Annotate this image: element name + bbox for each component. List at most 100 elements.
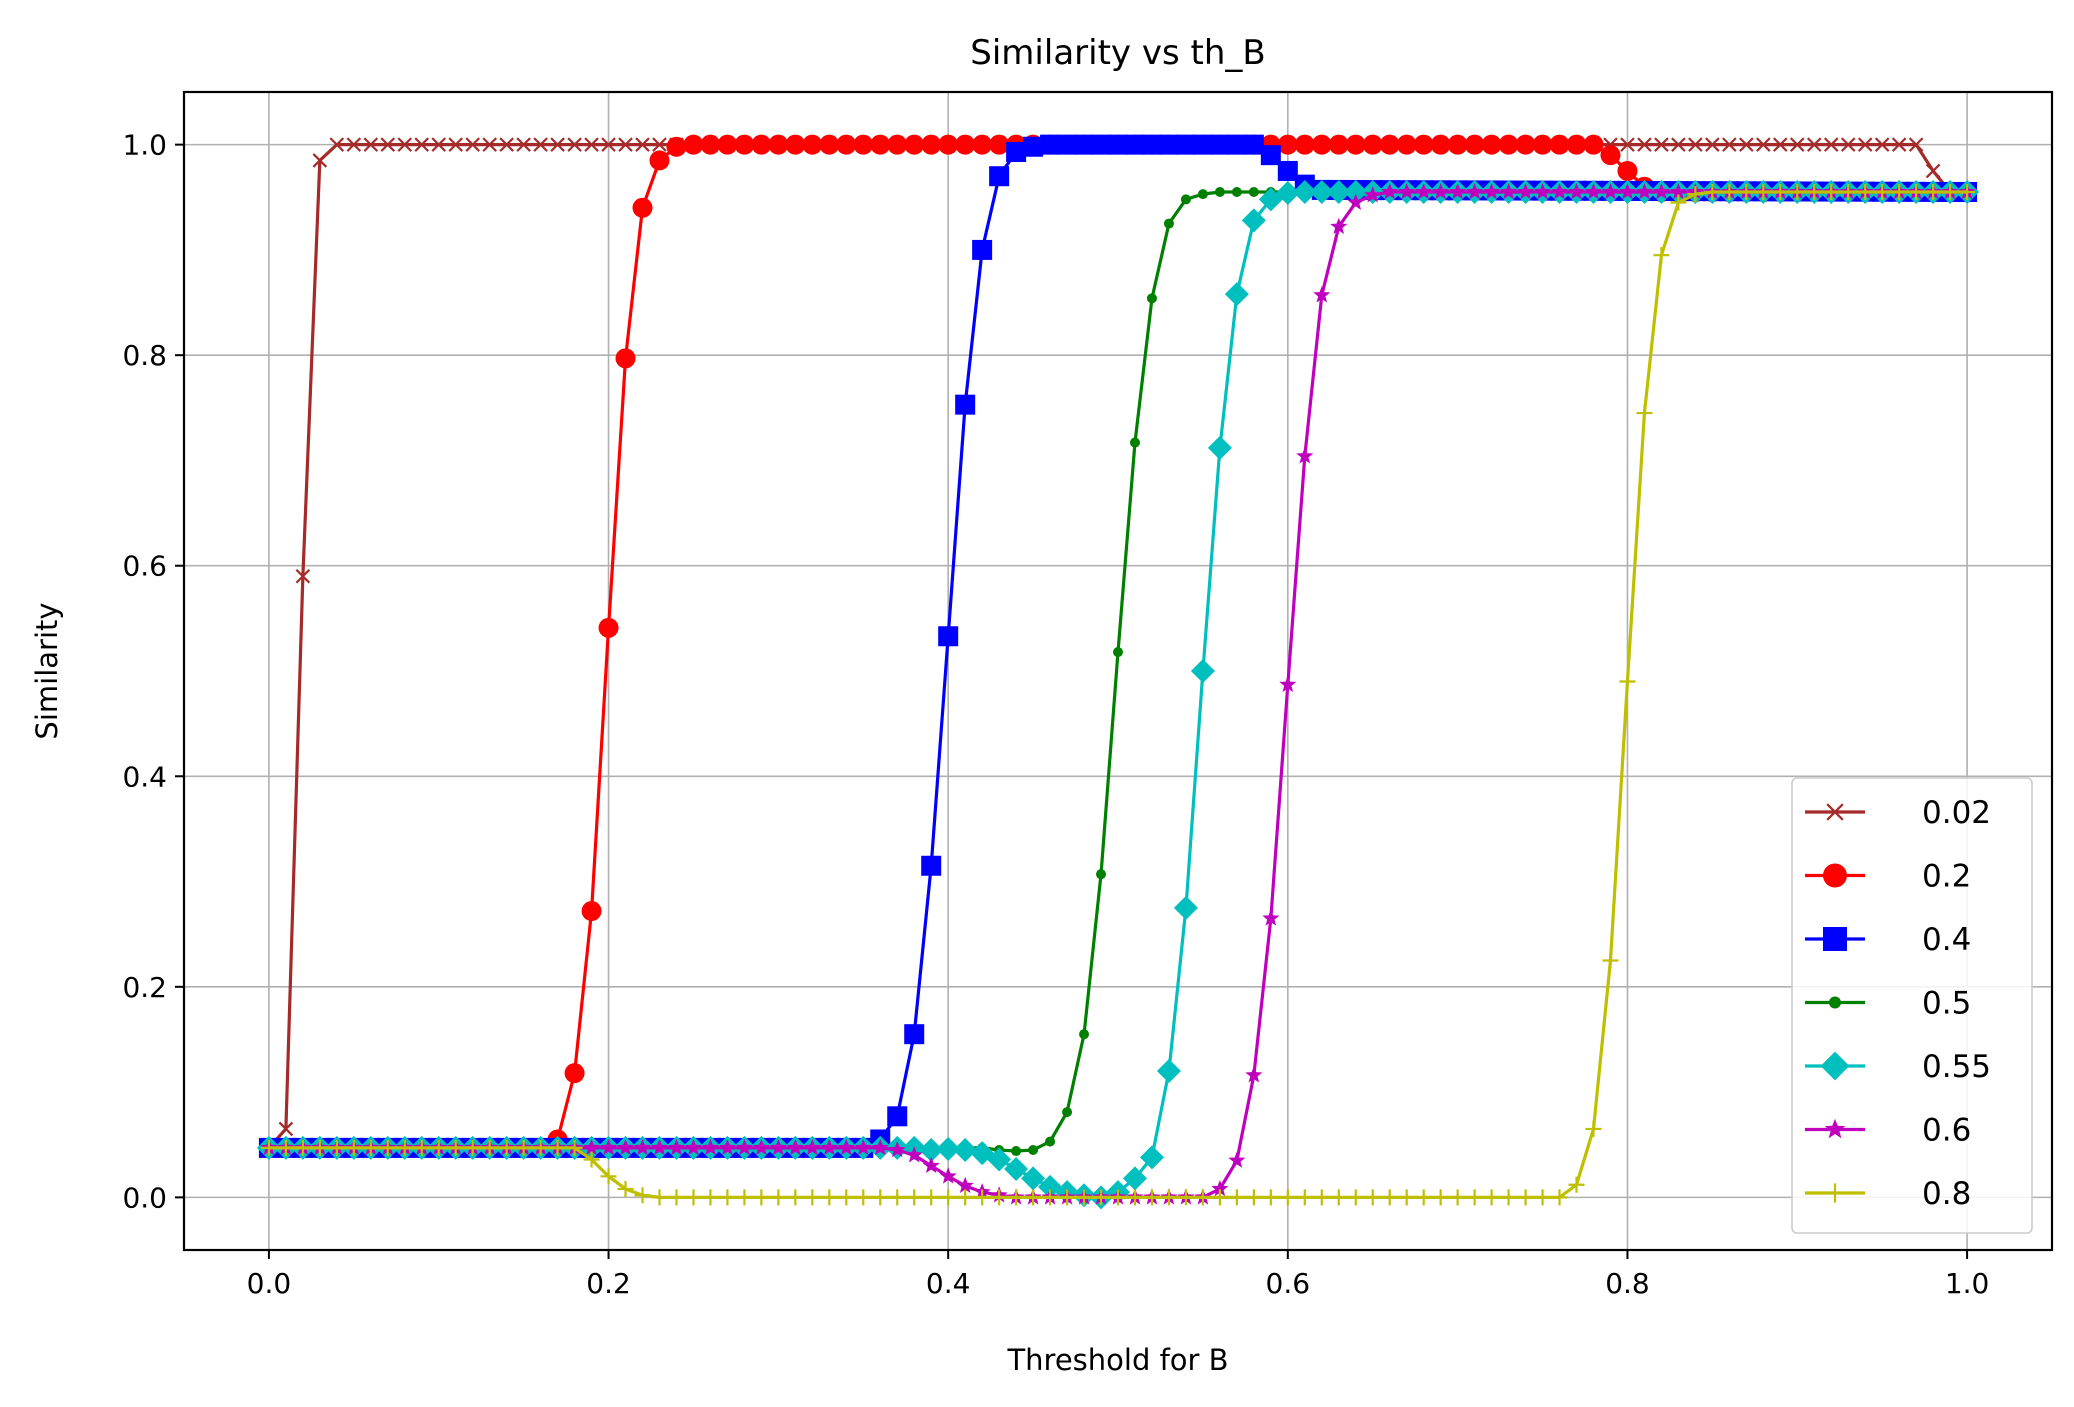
data-point [532,1139,549,1156]
data-point [1076,1189,1093,1206]
data-point [1532,134,1553,155]
data-point [1175,134,1196,155]
data-point [1722,137,1737,152]
data-point [1156,1059,1181,1084]
data-point [464,1139,481,1156]
plot-frame [182,90,2054,1252]
data-point [1113,647,1123,658]
data-point [1343,180,1368,205]
data-point [887,1106,908,1127]
data-point [1326,180,1351,205]
legend-label: 0.2 [1922,859,1971,895]
data-point [855,1189,872,1206]
data-point [1277,134,1298,155]
data-point [1534,1189,1551,1206]
data-point [717,134,738,155]
data-point [1021,1166,1046,1191]
data-point [802,134,823,155]
data-point [905,1146,923,1163]
legend-marker [1820,1051,1850,1081]
data-point [1483,183,1501,200]
data-point [854,1138,872,1156]
data-point [871,1138,889,1156]
data-point [516,137,531,152]
data-point [581,901,602,922]
data-point [1398,1189,1415,1206]
data-point [1228,1151,1246,1168]
data-point [736,1189,753,1206]
data-point [1600,145,1621,166]
legend-item: 0.4 [1805,922,1971,958]
data-point [953,1137,978,1162]
y-axis-label: Similarity [30,602,64,739]
series-0-8 [260,184,1976,1206]
data-point [1568,1176,1585,1193]
y-tick-label: 0.2 [122,971,167,1004]
data-point [1277,160,1298,181]
data-point [431,137,447,152]
data-point [1275,181,1300,206]
data-point [1550,183,1569,200]
legend-marker [1826,803,1844,821]
data-point [836,134,857,155]
data-point [1498,134,1519,155]
data-point [753,1189,770,1206]
data-point [752,1138,770,1156]
data-point [1874,137,1890,152]
data-point [1296,447,1314,464]
legend-marker [1823,927,1847,951]
data-point [889,1189,906,1206]
data-point [1515,134,1536,155]
data-point [601,137,616,152]
data-point [1789,184,1806,201]
data-point [1313,286,1331,303]
data-point [668,1189,685,1206]
data-point [904,1024,925,1045]
data-point [1160,1189,1177,1206]
data-point [1908,137,1924,152]
data-point [1959,184,1976,201]
data-point [1141,134,1162,155]
chart-title: Similarity vs th_B [970,33,1265,73]
data-point [448,137,463,152]
data-point [1637,137,1652,152]
data-point [1415,183,1433,200]
data-point [1079,1029,1090,1040]
data-point [1806,184,1823,201]
data-point [1721,184,1738,201]
data-point [667,1138,686,1156]
data-point [1364,1189,1381,1206]
data-point [1011,1146,1022,1157]
grid [184,92,2052,1250]
data-point [1023,136,1044,157]
data-point [989,166,1010,187]
data-point [447,1139,464,1156]
data-point [1211,1179,1229,1197]
legend-item: 0.6 [1805,1113,1971,1149]
data-point [1008,1189,1025,1206]
data-point [583,1138,601,1156]
y-tick-label: 0.6 [122,550,167,583]
data-point [1652,183,1670,200]
data-point [666,136,687,157]
data-point [1177,1189,1194,1206]
legend-label: 0.6 [1922,1113,1971,1149]
data-point [1228,1189,1245,1206]
data-point [430,1139,447,1156]
data-point [329,137,345,152]
data-point [1584,183,1603,200]
data-point [718,1138,736,1156]
data-point [1004,1156,1029,1181]
data-point [1671,137,1686,152]
data-point [584,137,599,152]
data-point [649,150,670,171]
data-point [1006,142,1027,163]
data-point [1194,1189,1211,1206]
data-point [770,1189,787,1206]
data-point [396,1139,413,1156]
data-point [955,394,976,415]
data-point [1248,187,1259,198]
data-point [1091,134,1112,155]
y-tick-label: 0.8 [122,339,167,372]
data-point [1549,134,1570,155]
